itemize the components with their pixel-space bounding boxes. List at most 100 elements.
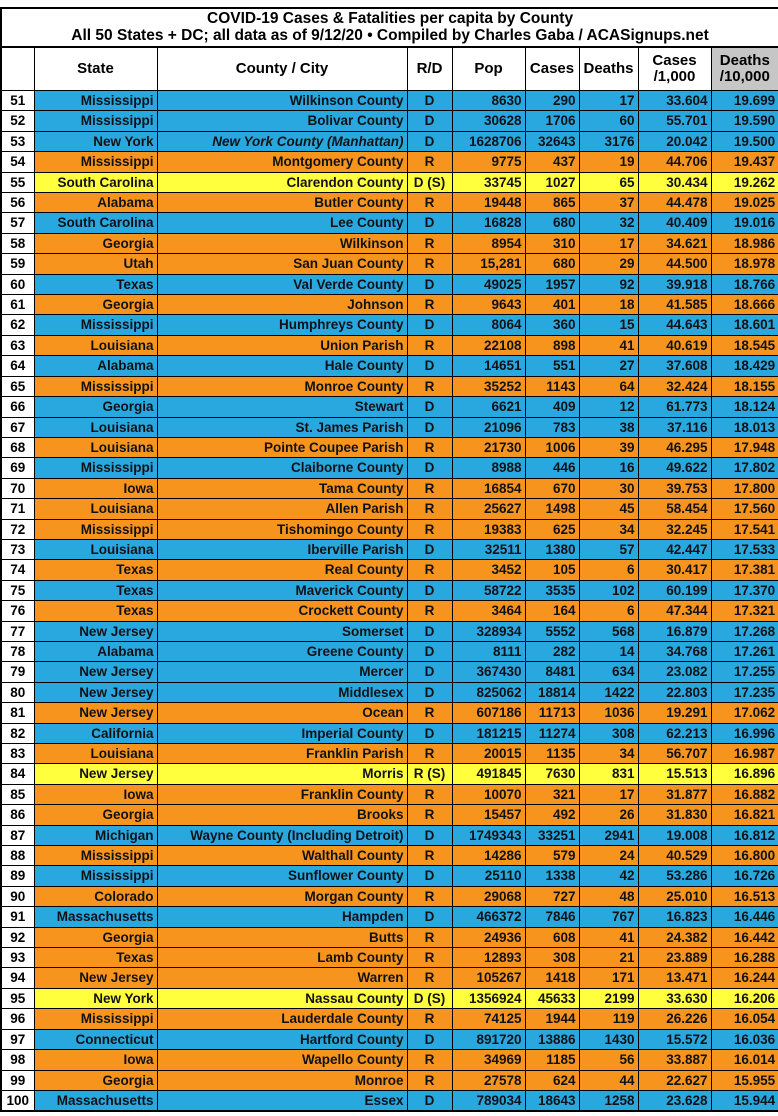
county-cell: Wapello County <box>157 1050 407 1070</box>
rd-cell: D <box>407 723 452 743</box>
cases-cell: 680 <box>525 213 579 233</box>
deaths-cell: 3176 <box>579 131 638 151</box>
deaths-per-10000-cell: 16.446 <box>711 907 778 927</box>
pop-cell: 491845 <box>452 764 525 784</box>
rank-cell: 78 <box>1 641 34 661</box>
rd-header: R/D <box>407 47 452 91</box>
state-cell: Louisiana <box>34 335 157 355</box>
county-cell: New York County (Manhattan) <box>157 131 407 151</box>
rd-cell: D <box>407 356 452 376</box>
county-cell: Warren <box>157 968 407 988</box>
cases-cell: 8481 <box>525 662 579 682</box>
pop-cell: 9643 <box>452 295 525 315</box>
deaths-cell: 12 <box>579 397 638 417</box>
county-cell: Greene County <box>157 641 407 661</box>
rd-cell: D <box>407 1029 452 1049</box>
state-cell: Mississippi <box>34 152 157 172</box>
pop-cell: 16854 <box>452 478 525 498</box>
cases-per-1000-cell: 62.213 <box>638 723 711 743</box>
deaths-per-10000-cell: 17.261 <box>711 641 778 661</box>
cases-per-1000-cell: 44.500 <box>638 254 711 274</box>
deaths-per-10000-cell: 16.812 <box>711 825 778 845</box>
deaths-per-10000-cell: 16.206 <box>711 988 778 1008</box>
state-cell: Iowa <box>34 1050 157 1070</box>
rank-cell: 94 <box>1 968 34 988</box>
cases-per-1000-cell: 34.768 <box>638 641 711 661</box>
title-row: COVID-19 Cases & Fatalities per capita b… <box>1 8 778 47</box>
deaths-per-10000-cell: 17.370 <box>711 580 778 600</box>
rank-cell: 75 <box>1 580 34 600</box>
cases-cell: 401 <box>525 295 579 315</box>
state-cell: Iowa <box>34 478 157 498</box>
page-title: COVID-19 Cases & Fatalities per capita b… <box>2 10 778 27</box>
rd-cell: R <box>407 152 452 172</box>
pop-cell: 27578 <box>452 1070 525 1090</box>
state-cell: Mississippi <box>34 519 157 539</box>
cases-cell: 1185 <box>525 1050 579 1070</box>
county-cell: Sunflower County <box>157 866 407 886</box>
cases-per-1000-cell: 30.417 <box>638 560 711 580</box>
county-cell: Wayne County (Including Detroit) <box>157 825 407 845</box>
column-header-row: State County / City R/D Pop Cases Deaths… <box>1 47 778 91</box>
deaths-cell: 1258 <box>579 1090 638 1111</box>
rank-cell: 57 <box>1 213 34 233</box>
deaths-per-10000-cell: 18.155 <box>711 376 778 396</box>
cases-cell: 608 <box>525 927 579 947</box>
pop-cell: 3464 <box>452 601 525 621</box>
rd-cell: D <box>407 213 452 233</box>
deaths-cell: 6 <box>579 560 638 580</box>
rd-cell: R <box>407 805 452 825</box>
rd-cell: D (S) <box>407 988 452 1008</box>
rank-cell: 80 <box>1 682 34 702</box>
sheet-bottom-margin <box>0 1112 778 1116</box>
deaths-per-10000-cell: 19.437 <box>711 152 778 172</box>
deaths-cell: 831 <box>579 764 638 784</box>
deaths-cell: 92 <box>579 274 638 294</box>
rank-cell: 66 <box>1 397 34 417</box>
state-cell: Mississippi <box>34 866 157 886</box>
county-cell: Mercer <box>157 662 407 682</box>
pop-cell: 35252 <box>452 376 525 396</box>
county-cell: Imperial County <box>157 723 407 743</box>
deaths-per-10000-cell: 16.896 <box>711 764 778 784</box>
cases-cell: 680 <box>525 254 579 274</box>
county-cell: Pointe Coupee Parish <box>157 437 407 457</box>
page-subtitle: All 50 States + DC; all data as of 9/12/… <box>2 27 778 44</box>
state-cell: Texas <box>34 560 157 580</box>
deaths-cell: 308 <box>579 723 638 743</box>
cases-cell: 45633 <box>525 988 579 1008</box>
rd-cell: R <box>407 499 452 519</box>
pop-cell: 6621 <box>452 397 525 417</box>
county-cell: Humphreys County <box>157 315 407 335</box>
pop-cell: 20015 <box>452 744 525 764</box>
rd-cell: R <box>407 437 452 457</box>
state-cell: Mississippi <box>34 91 157 111</box>
state-cell: New Jersey <box>34 764 157 784</box>
rd-cell: R <box>407 519 452 539</box>
rank-cell: 67 <box>1 417 34 437</box>
rd-cell: R <box>407 478 452 498</box>
pop-cell: 33745 <box>452 172 525 192</box>
county-cell: Morgan County <box>157 886 407 906</box>
state-cell: South Carolina <box>34 213 157 233</box>
county-cell: Stewart <box>157 397 407 417</box>
state-cell: Alabama <box>34 193 157 213</box>
cases-cell: 282 <box>525 641 579 661</box>
cases-per-1000-cell: 41.585 <box>638 295 711 315</box>
cases-per-1000-header-line1: Cases <box>639 53 711 69</box>
cases-cell: 360 <box>525 315 579 335</box>
cases-per-1000-cell: 33.887 <box>638 1050 711 1070</box>
county-cell: Hampden <box>157 907 407 927</box>
deaths-per-10000-header: Deaths /10,000 <box>711 47 778 91</box>
